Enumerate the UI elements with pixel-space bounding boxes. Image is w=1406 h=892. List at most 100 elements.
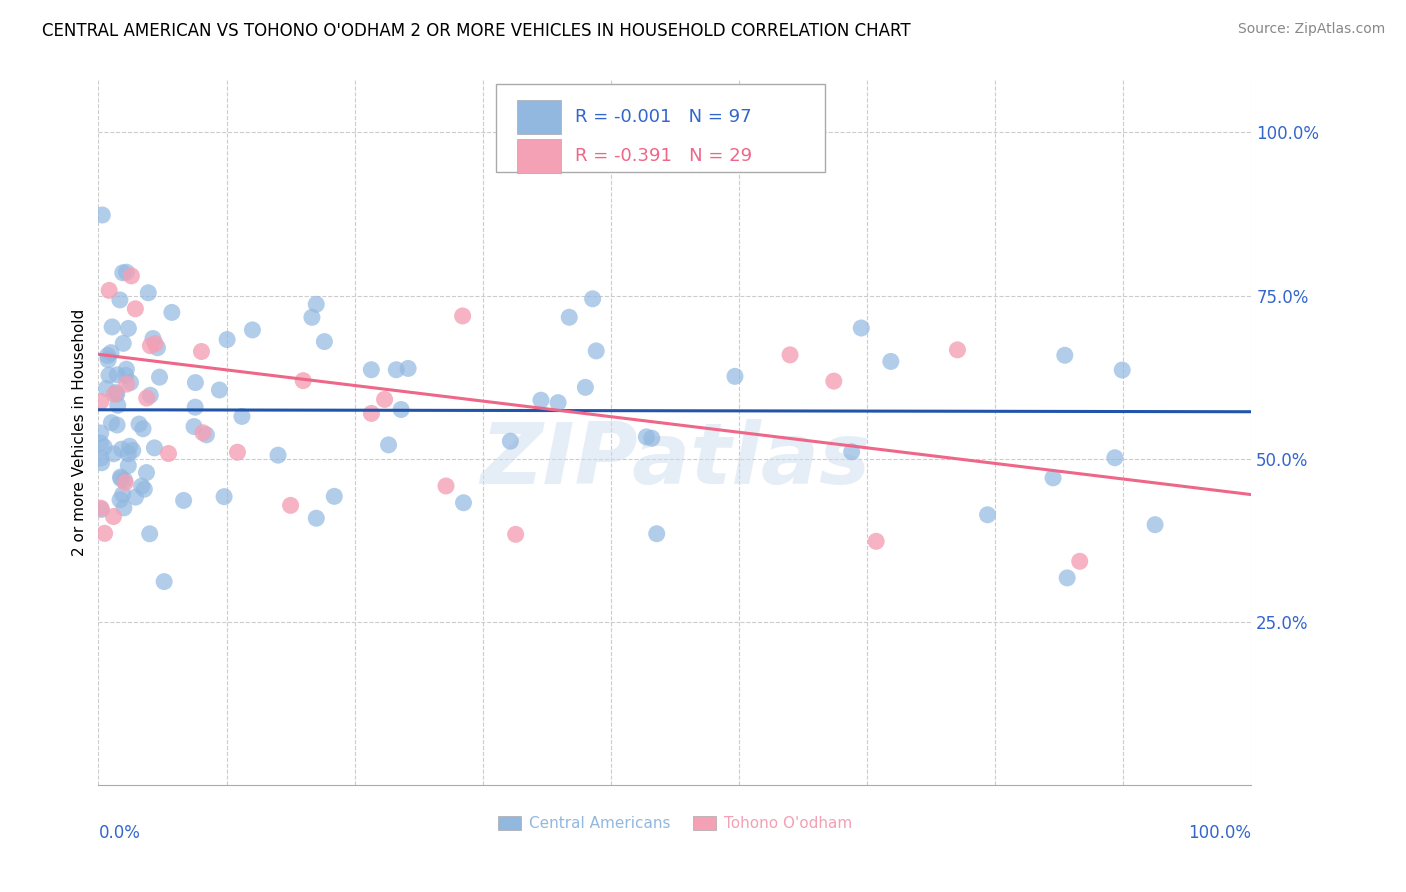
Point <box>360 406 382 420</box>
Point <box>1104 450 1126 465</box>
Bar <box>517 139 561 173</box>
Point <box>453 496 475 510</box>
Point <box>641 431 664 445</box>
Point <box>120 376 142 390</box>
Point <box>385 363 408 377</box>
Point <box>558 310 581 325</box>
Point <box>585 343 607 358</box>
Point <box>305 297 328 311</box>
Point <box>305 511 328 525</box>
Point <box>153 574 176 589</box>
Point <box>851 321 873 335</box>
Point <box>103 509 125 524</box>
Point <box>499 434 522 449</box>
Point <box>98 368 121 383</box>
Point <box>124 301 146 316</box>
Point <box>90 456 112 470</box>
Point <box>280 499 302 513</box>
Point <box>135 466 157 480</box>
Point <box>976 508 998 522</box>
Point <box>120 268 142 283</box>
Point <box>143 441 166 455</box>
Point <box>112 336 135 351</box>
Point <box>1056 571 1078 585</box>
Bar <box>517 101 561 134</box>
Point <box>157 446 180 460</box>
Point <box>111 442 134 457</box>
Point <box>135 391 157 405</box>
Point <box>148 370 170 384</box>
Point <box>90 394 112 409</box>
Point <box>190 344 212 359</box>
Point <box>1053 348 1076 362</box>
Point <box>96 381 118 395</box>
Point <box>115 265 138 279</box>
Point <box>112 500 135 515</box>
Point <box>131 479 153 493</box>
Point <box>97 349 120 363</box>
Point <box>143 336 166 351</box>
Point <box>231 409 253 424</box>
Point <box>217 333 239 347</box>
Point <box>101 320 124 334</box>
Point <box>374 392 396 407</box>
Point <box>574 380 596 394</box>
Point <box>105 387 128 401</box>
Point <box>132 422 155 436</box>
Text: 0.0%: 0.0% <box>98 823 141 842</box>
Point <box>724 369 747 384</box>
Legend: Central Americans, Tohono O'odham: Central Americans, Tohono O'odham <box>492 810 858 838</box>
Point <box>114 475 136 490</box>
Point <box>100 345 122 359</box>
Point <box>93 526 115 541</box>
Point <box>98 284 121 298</box>
Point <box>104 385 127 400</box>
Point <box>91 208 114 222</box>
Point <box>110 472 132 486</box>
Point <box>292 374 315 388</box>
Point <box>396 361 419 376</box>
Point <box>90 425 112 440</box>
Point <box>103 447 125 461</box>
Point <box>90 502 112 516</box>
Point <box>110 470 132 484</box>
Point <box>360 363 382 377</box>
Point <box>90 501 112 516</box>
Point <box>946 343 969 357</box>
Point <box>301 310 323 325</box>
Point <box>183 419 205 434</box>
FancyBboxPatch shape <box>496 84 825 172</box>
Point <box>100 416 122 430</box>
Point <box>865 534 887 549</box>
Point <box>389 402 412 417</box>
Y-axis label: 2 or more Vehicles in Household: 2 or more Vehicles in Household <box>72 309 87 557</box>
Point <box>242 323 264 337</box>
Point <box>530 393 553 408</box>
Point <box>267 448 290 462</box>
Point <box>105 368 128 382</box>
Point <box>115 377 138 392</box>
Point <box>841 444 863 458</box>
Point <box>208 383 231 397</box>
Point <box>191 425 214 440</box>
Point <box>90 436 112 450</box>
Point <box>118 439 141 453</box>
Point <box>107 398 129 412</box>
Text: ZIPatlas: ZIPatlas <box>479 419 870 502</box>
Text: 100.0%: 100.0% <box>1188 823 1251 842</box>
Point <box>505 527 527 541</box>
Point <box>108 492 131 507</box>
Point <box>134 482 156 496</box>
Text: CENTRAL AMERICAN VS TOHONO O'ODHAM 2 OR MORE VEHICLES IN HOUSEHOLD CORRELATION C: CENTRAL AMERICAN VS TOHONO O'ODHAM 2 OR … <box>42 22 911 40</box>
Point <box>90 450 112 465</box>
Point <box>212 490 235 504</box>
Point <box>184 376 207 390</box>
Point <box>138 526 160 541</box>
Point <box>146 341 169 355</box>
Point <box>195 427 218 442</box>
Point <box>173 493 195 508</box>
Point <box>117 447 139 461</box>
Point <box>128 417 150 431</box>
Point <box>582 292 605 306</box>
Point <box>434 479 457 493</box>
